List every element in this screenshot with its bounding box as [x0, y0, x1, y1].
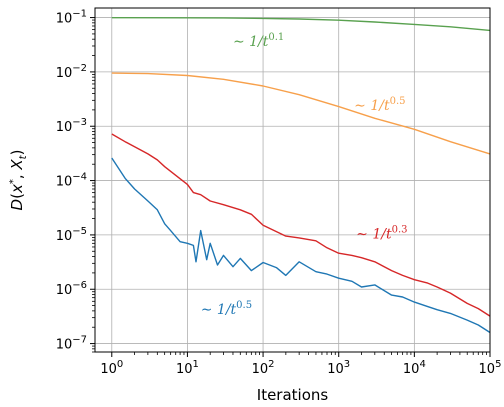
x-tick-label: 105 — [479, 359, 502, 377]
series-line-1 — [111, 17, 491, 32]
y-tick-label: 10−7 — [56, 335, 87, 353]
y-tick-label: 10−2 — [56, 63, 87, 81]
annotation-2: ∼ 1/t0.5 — [354, 96, 405, 114]
annotation-3: ∼ 1/t0.3 — [356, 225, 407, 243]
x-tick-label: 101 — [176, 359, 199, 377]
y-tick-label: 10−6 — [56, 280, 87, 298]
series-group — [111, 17, 491, 334]
y-tick-label: 10−3 — [56, 117, 87, 135]
series-line-4 — [111, 157, 491, 334]
y-axis-label: D(x*, Xt) — [8, 150, 29, 211]
x-tick-label: 100 — [100, 359, 123, 377]
annotation-1: ∼ 1/t0.1 — [233, 32, 284, 50]
grid — [95, 8, 491, 352]
series-line-3 — [111, 133, 491, 317]
annotations-group: ∼ 1/t0.1 ∼ 1/t0.5 ∼ 1/t0.3 ∼ 1/t0.5 — [201, 32, 408, 318]
plot-frame — [94, 7, 491, 353]
x-tick-label: 104 — [403, 359, 426, 377]
y-tick-label: 10−1 — [56, 9, 87, 27]
x-axis: 100 101 102 103 104 105 — [100, 352, 501, 377]
x-tick-label: 103 — [327, 359, 350, 377]
x-tick-label: 102 — [252, 359, 275, 377]
y-axis: 10−7 10−6 10−5 10−4 10−3 10−2 10−1 — [56, 9, 95, 353]
y-tick-label: 10−5 — [56, 226, 87, 244]
annotation-4: ∼ 1/t0.5 — [201, 300, 252, 318]
series-line-2 — [111, 72, 491, 155]
x-axis-label: Iterations — [257, 386, 329, 404]
y-tick-label: 10−4 — [56, 172, 87, 190]
